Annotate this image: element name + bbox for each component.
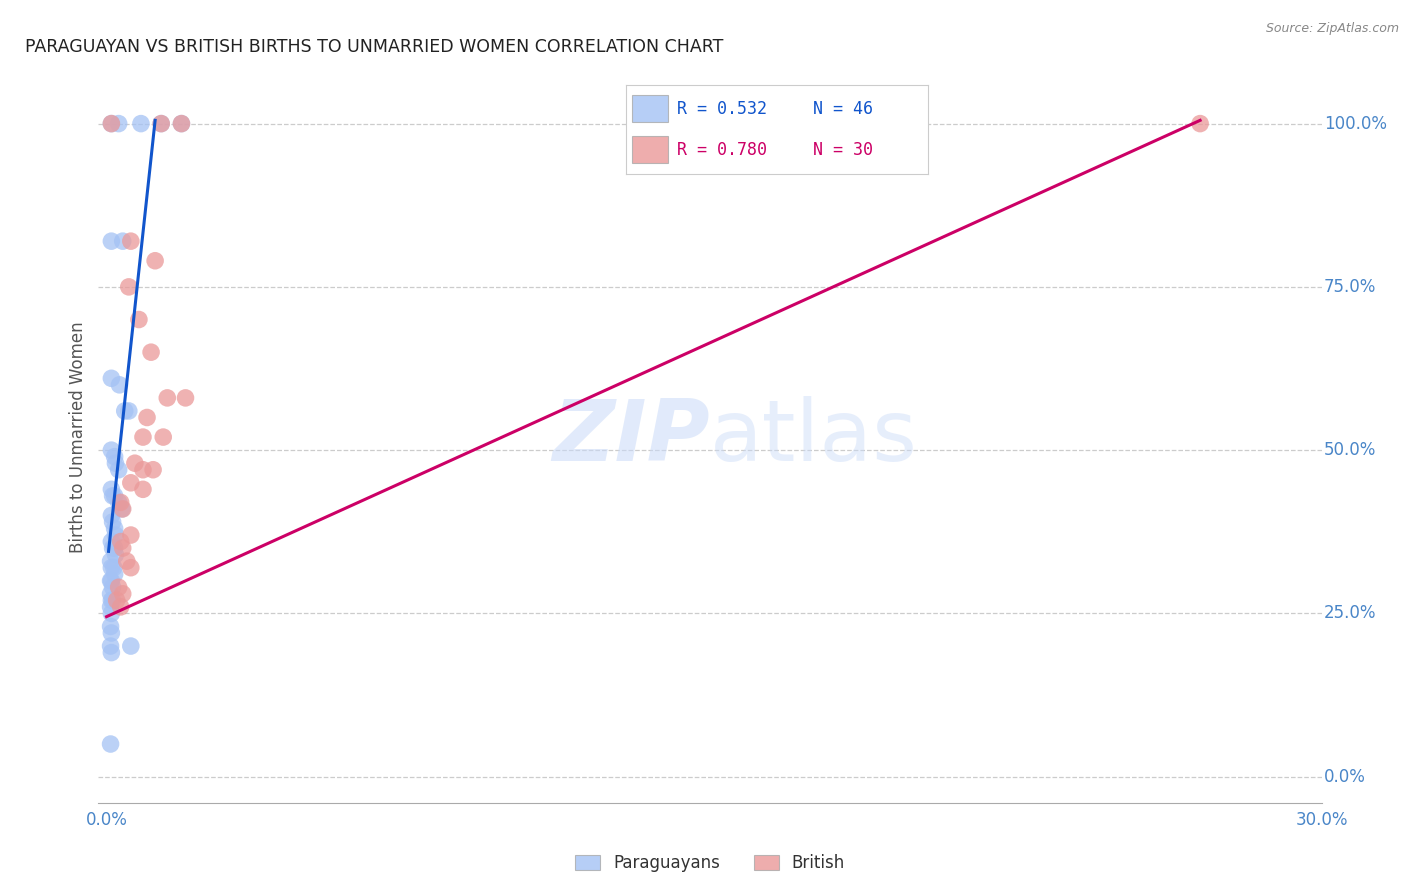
Point [150,117,173,131]
Text: N = 46: N = 46 [813,100,873,118]
Bar [631,95,668,122]
Point [104,489,127,503]
Point [114,404,136,418]
Point [107,463,129,477]
Point [124,456,146,470]
Point [100,646,122,660]
Point [120,528,142,542]
Text: Source: ZipAtlas.com: Source: ZipAtlas.com [1265,22,1399,36]
Point [100,737,122,751]
Point [104,548,127,562]
Text: R = 0.532: R = 0.532 [678,100,768,118]
Point [132,430,155,444]
Point [105,593,128,607]
Point [136,410,159,425]
Point [128,312,150,326]
Point [170,117,193,131]
Point [104,450,127,464]
Point [101,593,124,607]
Point [104,528,127,542]
Point [104,541,127,555]
Point [100,554,122,568]
Bar [631,136,668,163]
Point [100,560,122,574]
Text: 0.0%: 0.0% [1324,768,1367,786]
Point [100,587,122,601]
Point [103,560,125,574]
Point [101,580,124,594]
Text: R = 0.780: R = 0.780 [678,141,768,159]
Point [100,117,122,131]
Point [118,404,141,418]
Text: 50.0%: 50.0% [1324,442,1376,459]
Point [170,117,193,131]
Point [174,391,197,405]
Point [101,541,124,555]
Point [110,534,132,549]
Point [100,626,122,640]
Point [101,489,124,503]
Point [120,560,142,574]
Point [129,117,152,131]
Text: N = 30: N = 30 [813,141,873,159]
Point [118,280,141,294]
Point [100,534,122,549]
Legend: Paraguayans, British: Paraguayans, British [568,847,852,879]
Point [101,515,124,529]
Text: ZIP: ZIP [553,395,710,479]
Point [110,495,132,509]
Point [100,574,122,588]
Point [132,483,155,497]
Text: 25.0%: 25.0% [1324,605,1376,623]
Text: 75.0%: 75.0% [1324,278,1376,296]
Point [100,443,122,458]
Point [111,502,134,516]
Point [120,639,142,653]
Point [100,593,122,607]
Point [150,117,173,131]
Point [100,483,122,497]
Point [111,587,134,601]
Point [143,253,166,268]
Point [139,345,162,359]
Point [156,391,179,405]
Point [110,599,132,614]
Point [120,234,142,248]
Text: atlas: atlas [710,395,918,479]
Point [100,371,122,385]
Point [100,639,122,653]
Point [104,521,127,535]
Point [111,541,134,555]
Point [107,117,129,131]
Point [100,117,122,131]
Point [100,574,122,588]
Point [111,234,134,248]
Y-axis label: Births to Unmarried Women: Births to Unmarried Women [69,321,87,553]
Point [100,599,122,614]
Point [152,430,174,444]
Point [107,580,129,594]
Point [100,607,122,621]
Point [1189,117,1212,131]
Point [108,377,131,392]
Point [100,619,122,633]
Point [100,508,122,523]
Point [111,502,134,516]
Point [120,475,142,490]
Point [107,495,129,509]
Text: 100.0%: 100.0% [1324,114,1388,133]
Point [100,234,122,248]
Point [104,567,127,582]
Point [142,463,165,477]
Text: PARAGUAYAN VS BRITISH BIRTHS TO UNMARRIED WOMEN CORRELATION CHART: PARAGUAYAN VS BRITISH BIRTHS TO UNMARRIE… [25,38,724,56]
Point [132,463,155,477]
Point [115,554,138,568]
Point [104,456,127,470]
